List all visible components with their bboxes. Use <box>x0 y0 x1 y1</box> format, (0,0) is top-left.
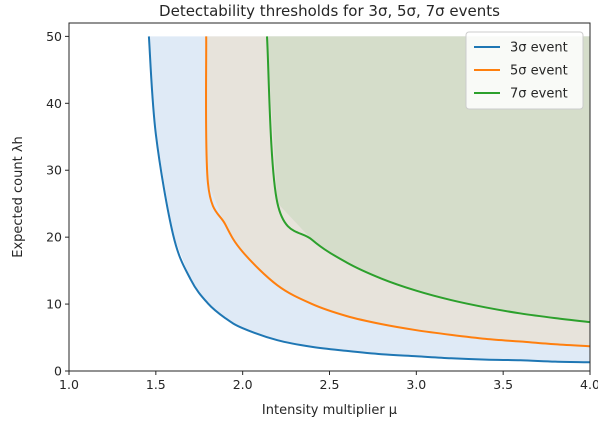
y-tick-label: 40 <box>46 96 62 111</box>
legend-label-7-event: 7σ event <box>510 87 568 102</box>
chart-title: Detectability thresholds for 3σ, 5σ, 7σ … <box>159 2 500 20</box>
line-5-event <box>204 36 591 348</box>
legend-label-5-event: 5σ event <box>510 64 568 79</box>
legend-label-3-event: 3σ event <box>510 41 568 56</box>
x-tick-label: 2.5 <box>320 377 340 392</box>
legend: 3σ event 5σ event 7σ event <box>465 31 584 110</box>
y-tick-label: 30 <box>46 163 62 178</box>
y-tick-label: 10 <box>46 297 62 312</box>
line-layer <box>147 36 591 364</box>
legend-box <box>465 31 584 110</box>
x-tick-label: 3.5 <box>493 377 513 392</box>
x-tick-label: 2.0 <box>233 377 253 392</box>
y-tick-label: 50 <box>46 29 62 44</box>
x-tick-label: 3.0 <box>406 377 426 392</box>
x-axis-label: Intensity multiplier μ <box>262 403 397 418</box>
y-tick-label: 0 <box>54 364 62 379</box>
y-axis-label: Expected count λh <box>11 136 26 258</box>
line-3-event <box>147 36 591 364</box>
x-axis: 1.0 1.5 2.0 2.5 3.0 3.5 4.0 <box>59 371 598 392</box>
x-tick-label: 4.0 <box>580 377 598 392</box>
x-tick-label: 1.5 <box>146 377 166 392</box>
y-tick-label: 20 <box>46 230 62 245</box>
y-axis: 0 10 20 30 40 50 <box>46 29 69 379</box>
x-tick-label: 1.0 <box>59 377 79 392</box>
line-7-event <box>265 36 591 324</box>
